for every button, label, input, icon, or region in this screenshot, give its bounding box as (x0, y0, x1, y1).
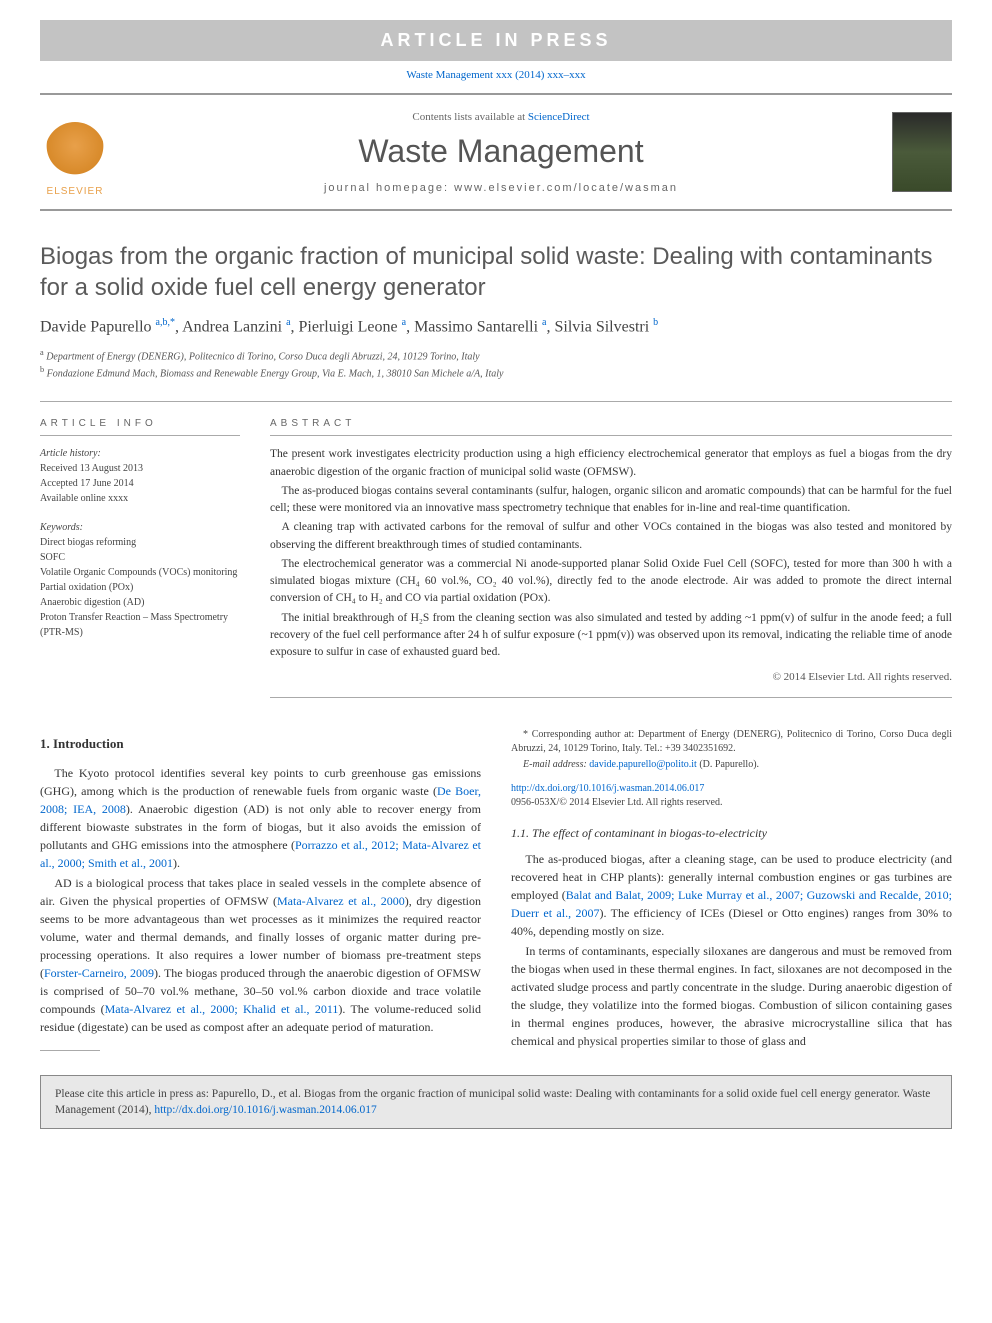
abstract-paragraph: The as-produced biogas contains several … (270, 483, 952, 518)
contents-available-line: Contents lists available at ScienceDirec… (110, 111, 892, 123)
journal-title: Waste Management (110, 133, 892, 170)
keyword-item: Proton Transfer Reaction – Mass Spectrom… (40, 610, 240, 640)
email-suffix: (D. Papurello). (697, 759, 759, 770)
cite-box-doi-link[interactable]: http://dx.doi.org/10.1016/j.wasman.2014.… (154, 1104, 376, 1116)
email-footnote: E-mail address: davide.papurello@polito.… (511, 758, 952, 772)
abstract-copyright: © 2014 Elsevier Ltd. All rights reserved… (270, 671, 952, 698)
body-paragraph: The Kyoto protocol identifies several ke… (40, 764, 481, 872)
article-in-press-banner: ARTICLE IN PRESS (40, 20, 952, 61)
abstract-label: ABSTRACT (270, 418, 952, 436)
affiliation-a: Department of Energy (DENERG), Politecni… (46, 351, 479, 362)
keyword-item: SOFC (40, 550, 240, 565)
abstract-text: The present work investigates electricit… (270, 446, 952, 661)
article-body: 1. Introduction The Kyoto protocol ident… (40, 728, 952, 1054)
doi-block: http://dx.doi.org/10.1016/j.wasman.2014.… (511, 782, 952, 810)
homepage-url[interactable]: www.elsevier.com/locate/wasman (454, 182, 678, 194)
author-email-link[interactable]: davide.papurello@polito.it (589, 759, 697, 770)
corresponding-author-footnote: * Corresponding author at: Department of… (511, 728, 952, 756)
email-label: E-mail address: (523, 759, 587, 770)
affiliation-b: Fondazione Edmund Mach, Biomass and Rene… (47, 368, 504, 379)
journal-header: ELSEVIER Contents lists available at Sci… (40, 93, 952, 211)
doi-link[interactable]: http://dx.doi.org/10.1016/j.wasman.2014.… (511, 783, 704, 794)
sciencedirect-link[interactable]: ScienceDirect (528, 111, 590, 123)
homepage-prefix: journal homepage: (324, 182, 454, 194)
heading-introduction: 1. Introduction (40, 734, 481, 754)
online-date: Available online xxxx (40, 491, 240, 506)
elsevier-logo[interactable]: ELSEVIER (40, 107, 110, 197)
abstract-paragraph: The initial breakthrough of H₂S from the… (270, 610, 952, 662)
journal-homepage-line: journal homepage: www.elsevier.com/locat… (110, 182, 892, 194)
author-list: Davide Papurello a,b,*, Andrea Lanzini a… (40, 317, 952, 336)
citation-link[interactable]: Forster-Carneiro, 2009 (44, 966, 154, 980)
journal-cover-thumbnail[interactable] (892, 112, 952, 192)
article-title: Biogas from the organic fraction of muni… (40, 241, 952, 303)
body-paragraph: The as-produced biogas, after a cleaning… (511, 850, 952, 940)
keywords-label: Keywords: (40, 520, 240, 535)
article-info-col: ARTICLE INFO Article history: Received 1… (40, 418, 240, 698)
keyword-item: Partial oxidation (POx) (40, 580, 240, 595)
abstract-col: ABSTRACT The present work investigates e… (270, 418, 952, 698)
keyword-item: Direct biogas reforming (40, 535, 240, 550)
abstract-paragraph: A cleaning trap with activated carbons f… (270, 519, 952, 554)
article-history: Article history: Received 13 August 2013… (40, 446, 240, 506)
body-paragraph: In terms of contaminants, especially sil… (511, 942, 952, 1050)
elsevier-wordmark: ELSEVIER (47, 186, 104, 197)
keyword-item: Volatile Organic Compounds (VOCs) monito… (40, 565, 240, 580)
issn-copyright: 0956-053X/© 2014 Elsevier Ltd. All right… (511, 797, 722, 808)
contents-prefix: Contents lists available at (412, 111, 527, 123)
accepted-date: Accepted 17 June 2014 (40, 476, 240, 491)
history-label: Article history: (40, 446, 240, 461)
affiliations: a Department of Energy (DENERG), Politec… (40, 347, 952, 382)
body-paragraph: AD is a biological process that takes pl… (40, 874, 481, 1036)
citation-link[interactable]: Mata-Alvarez et al., 2000 (277, 894, 405, 908)
abstract-paragraph: The present work investigates electricit… (270, 446, 952, 481)
top-citation-line: Waste Management xxx (2014) xxx–xxx (0, 69, 992, 81)
article-info-label: ARTICLE INFO (40, 418, 240, 436)
info-abstract-row: ARTICLE INFO Article history: Received 1… (40, 401, 952, 698)
received-date: Received 13 August 2013 (40, 461, 240, 476)
header-center: Contents lists available at ScienceDirec… (110, 111, 892, 194)
heading-1-1: 1.1. The effect of contaminant in biogas… (511, 824, 952, 842)
elsevier-tree-icon (45, 122, 105, 182)
keywords-block: Keywords: Direct biogas reformingSOFCVol… (40, 520, 240, 640)
keyword-item: Anaerobic digestion (AD) (40, 595, 240, 610)
please-cite-box: Please cite this article in press as: Pa… (40, 1075, 952, 1129)
footnote-separator (40, 1050, 100, 1051)
citation-link[interactable]: Mata-Alvarez et al., 2000; Khalid et al.… (105, 1002, 339, 1016)
abstract-paragraph: The electrochemical generator was a comm… (270, 556, 952, 608)
